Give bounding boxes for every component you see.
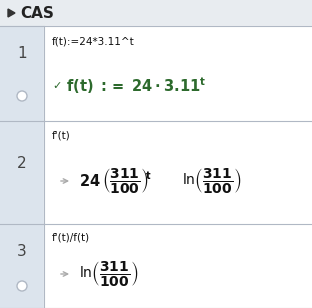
Text: CAS: CAS [20, 6, 54, 21]
Text: f'(t): f'(t) [52, 130, 71, 140]
Bar [0, 224, 44, 308]
Bar [0, 0, 312, 26]
Bar [44, 121, 312, 224]
Text: f(t):=24*3.11^t: f(t):=24*3.11^t [52, 37, 135, 47]
Text: 1: 1 [17, 47, 27, 62]
Bar [0, 26, 44, 121]
Bar [0, 121, 44, 224]
Text: f'(t)/f(t): f'(t)/f(t) [52, 233, 90, 243]
Circle shape [17, 91, 27, 101]
Text: $\bf{\ln\!\left(\dfrac{311}{100}\right)}$: $\bf{\ln\!\left(\dfrac{311}{100}\right)}… [182, 167, 241, 196]
Bar [44, 224, 312, 308]
Text: 2: 2 [17, 156, 27, 171]
Polygon shape [8, 9, 15, 17]
Circle shape [17, 281, 27, 291]
Text: 3: 3 [17, 245, 27, 260]
Text: $\bf{f(t)\ :=\ 24 \cdot 3.11^t}$: $\bf{f(t)\ :=\ 24 \cdot 3.11^t}$ [66, 76, 206, 96]
Bar [44, 26, 312, 121]
Text: $\bf{\ln\!\left(\dfrac{311}{100}\right)}$: $\bf{\ln\!\left(\dfrac{311}{100}\right)}… [79, 260, 138, 289]
Text: $\bf{24}$: $\bf{24}$ [79, 173, 101, 189]
Text: ✓: ✓ [52, 81, 61, 91]
Text: $\bf{\left(\dfrac{311}{100}\right)^{\!\!t}}$: $\bf{\left(\dfrac{311}{100}\right)^{\!\!… [102, 167, 152, 196]
